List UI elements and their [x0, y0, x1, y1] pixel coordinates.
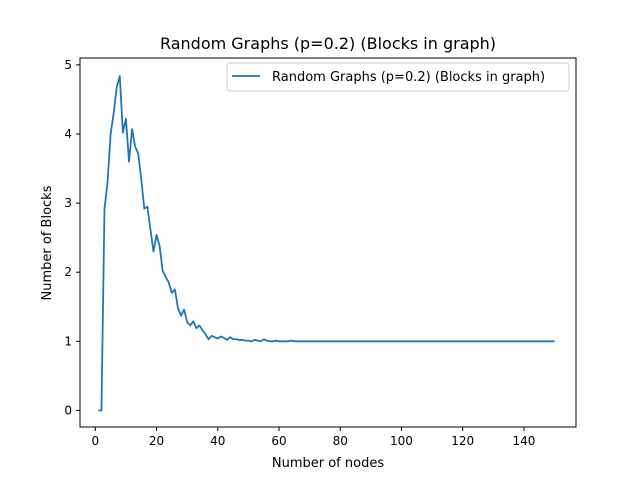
axes-frame: [79, 57, 577, 428]
legend-entry: Random Graphs (p=0.2) (Blocks in graph): [272, 70, 545, 85]
y-tick-label: 0: [64, 403, 72, 417]
y-axis-ticks: 0 1 2 3 4 5: [64, 58, 80, 417]
x-tick-label: 120: [451, 434, 474, 448]
x-tick-label: 100: [390, 434, 413, 448]
legend: Random Graphs (p=0.2) (Blocks in graph): [226, 62, 570, 92]
x-tick-label: 60: [271, 434, 286, 448]
x-axis-label: Number of nodes: [272, 456, 384, 471]
x-axis-ticks: 0 20 40 60 80 100 120 140: [91, 427, 535, 448]
y-tick-label: 1: [64, 334, 72, 348]
x-tick-label: 0: [91, 434, 99, 448]
x-tick-label: 20: [149, 434, 164, 448]
y-tick-label: 4: [64, 127, 72, 141]
x-tick-label: 80: [333, 434, 348, 448]
series-line: [98, 75, 555, 412]
y-axis-label: Number of Blocks: [40, 185, 55, 300]
y-tick-label: 2: [64, 265, 72, 279]
plot-area: [98, 75, 555, 412]
y-tick-label: 5: [64, 58, 72, 72]
x-tick-label: 140: [512, 434, 535, 448]
chart-title: Random Graphs (p=0.2) (Blocks in graph): [160, 34, 496, 53]
legend-box: [226, 62, 570, 92]
x-tick-label: 40: [210, 434, 225, 448]
y-tick-label: 3: [64, 196, 72, 210]
